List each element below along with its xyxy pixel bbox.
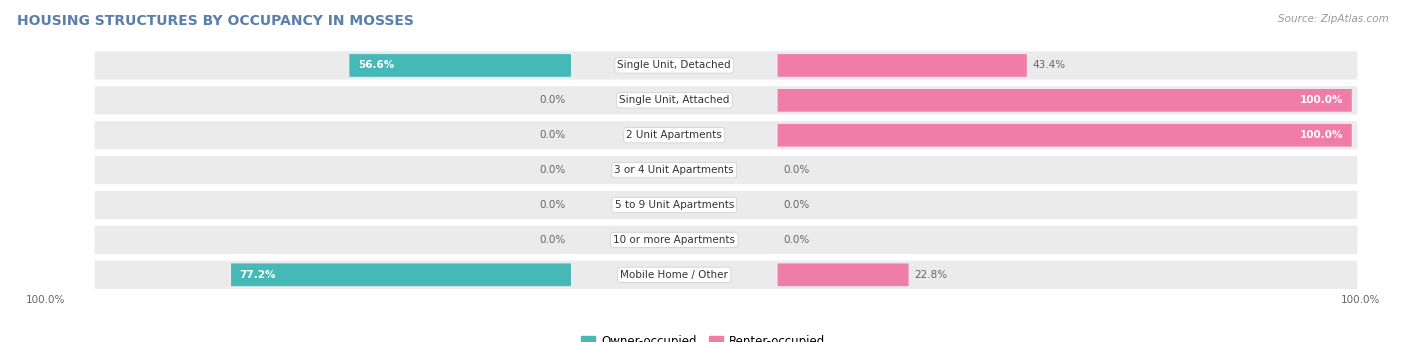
- Text: 0.0%: 0.0%: [538, 130, 565, 140]
- FancyBboxPatch shape: [778, 263, 908, 286]
- Text: 77.2%: 77.2%: [239, 270, 276, 280]
- Text: 10 or more Apartments: 10 or more Apartments: [613, 235, 735, 245]
- FancyBboxPatch shape: [94, 51, 1358, 80]
- Text: 43.4%: 43.4%: [1032, 61, 1066, 70]
- FancyBboxPatch shape: [94, 191, 1358, 219]
- Text: 0.0%: 0.0%: [783, 235, 810, 245]
- FancyBboxPatch shape: [349, 54, 571, 77]
- Text: 0.0%: 0.0%: [538, 235, 565, 245]
- Text: 0.0%: 0.0%: [538, 95, 565, 105]
- Text: 3 or 4 Unit Apartments: 3 or 4 Unit Apartments: [614, 165, 734, 175]
- Text: 100.0%: 100.0%: [25, 295, 65, 305]
- Text: 100.0%: 100.0%: [1299, 130, 1343, 140]
- Text: 100.0%: 100.0%: [1299, 95, 1343, 105]
- Text: 0.0%: 0.0%: [783, 165, 810, 175]
- FancyBboxPatch shape: [94, 226, 1358, 254]
- Text: Single Unit, Attached: Single Unit, Attached: [619, 95, 730, 105]
- FancyBboxPatch shape: [94, 261, 1358, 289]
- Text: 56.6%: 56.6%: [359, 61, 394, 70]
- Text: 5 to 9 Unit Apartments: 5 to 9 Unit Apartments: [614, 200, 734, 210]
- FancyBboxPatch shape: [778, 124, 1351, 147]
- Text: HOUSING STRUCTURES BY OCCUPANCY IN MOSSES: HOUSING STRUCTURES BY OCCUPANCY IN MOSSE…: [17, 14, 413, 28]
- FancyBboxPatch shape: [94, 121, 1358, 149]
- Text: Mobile Home / Other: Mobile Home / Other: [620, 270, 728, 280]
- Text: 2 Unit Apartments: 2 Unit Apartments: [627, 130, 723, 140]
- FancyBboxPatch shape: [231, 263, 571, 286]
- FancyBboxPatch shape: [94, 86, 1358, 115]
- Text: Single Unit, Detached: Single Unit, Detached: [617, 61, 731, 70]
- FancyBboxPatch shape: [778, 54, 1026, 77]
- Text: 0.0%: 0.0%: [538, 165, 565, 175]
- Text: Source: ZipAtlas.com: Source: ZipAtlas.com: [1278, 14, 1389, 24]
- Text: 0.0%: 0.0%: [783, 200, 810, 210]
- FancyBboxPatch shape: [94, 156, 1358, 184]
- Legend: Owner-occupied, Renter-occupied: Owner-occupied, Renter-occupied: [576, 330, 830, 342]
- Text: 100.0%: 100.0%: [1341, 295, 1381, 305]
- Text: 0.0%: 0.0%: [538, 200, 565, 210]
- FancyBboxPatch shape: [778, 89, 1351, 112]
- Text: 22.8%: 22.8%: [914, 270, 948, 280]
